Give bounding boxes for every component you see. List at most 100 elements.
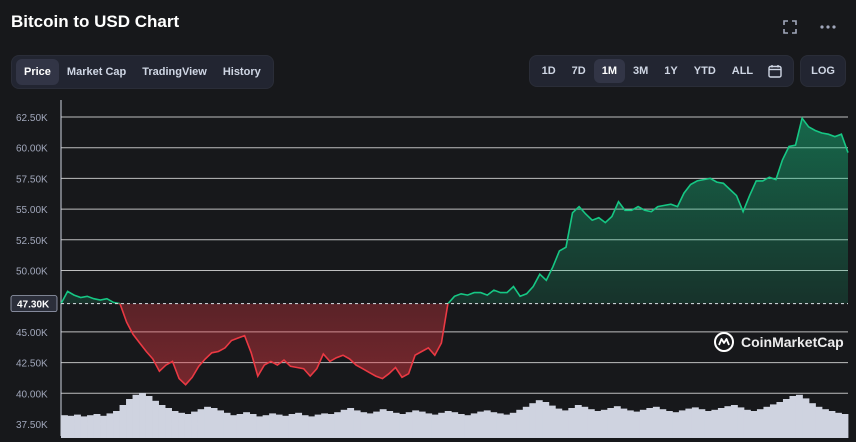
coinmarketcap-logo-icon (714, 332, 734, 352)
volume-bar (620, 408, 628, 438)
volume-bar (171, 411, 179, 438)
volume-bar (659, 409, 667, 438)
volume-bar (691, 407, 699, 438)
volume-bar (457, 414, 465, 438)
fullscreen-icon[interactable] (780, 18, 800, 36)
page-title: Bitcoin to USD Chart (11, 12, 180, 31)
volume-bar (366, 413, 374, 438)
y-tick-label: 37.50K (16, 420, 48, 431)
log-scale-button[interactable]: LOG (800, 55, 846, 87)
more-options-icon-glyph (820, 25, 836, 29)
volume-bar (204, 406, 211, 438)
volume-bar (100, 415, 107, 438)
calendar-icon[interactable] (761, 59, 789, 83)
area-down (61, 303, 448, 385)
volume-bar (373, 411, 381, 438)
volume-bar (711, 409, 719, 438)
volume-bar (126, 399, 133, 438)
range-1d[interactable]: 1D (541, 65, 556, 77)
tab-history[interactable]: History (222, 66, 261, 78)
volume-bar (535, 400, 543, 438)
volume-bar (815, 406, 823, 438)
y-tick-label: 52.50K (16, 236, 48, 247)
chart-actions (780, 18, 838, 36)
volume-bar (841, 414, 849, 438)
more-options-icon[interactable] (818, 18, 838, 36)
volume-bar (730, 405, 738, 438)
tab-price[interactable]: Price (16, 59, 59, 85)
volume-bar (301, 415, 309, 438)
volume-bar (633, 411, 641, 438)
volume-bar (386, 411, 394, 438)
tab-market-cap[interactable]: Market Cap (66, 66, 127, 78)
volume-bar (607, 408, 615, 438)
volume-bar (106, 413, 114, 438)
y-tick-label: 45.00K (16, 328, 48, 339)
volume-bar (483, 410, 491, 438)
range-1m[interactable]: 1M (593, 59, 626, 83)
volume-bar (210, 408, 218, 438)
volume-bar (685, 408, 693, 438)
y-axis-ticks: 62.50K 60.00K 57.50K 55.00K 52.50K 50.00K 45.0… (16, 113, 48, 431)
volume-bar (717, 408, 725, 438)
volume-bar (769, 404, 777, 438)
volume-bar (418, 411, 426, 438)
volume-bar (737, 407, 745, 438)
volume-bar (113, 411, 120, 438)
watermark-text: CoinMarketCap (741, 334, 844, 350)
range-7d[interactable]: 7D (571, 65, 586, 77)
y-tick-label: 42.50K (16, 359, 48, 370)
volume-bar (555, 408, 563, 438)
volume-bar (789, 396, 797, 438)
volume-bar (119, 405, 127, 438)
volume-bar (217, 410, 225, 438)
volume-bar (379, 409, 387, 438)
volume-bar (587, 409, 595, 438)
volume-bar (828, 411, 836, 438)
volume-bar (743, 409, 751, 438)
volume-bar (152, 400, 159, 438)
volume-bar (347, 408, 355, 438)
area-up (61, 118, 848, 304)
volume-bar (516, 409, 524, 438)
volume-bar (763, 406, 771, 438)
line-down (60, 303, 450, 386)
tab-tradingview[interactable]: TradingView (142, 66, 207, 78)
volume-bar (340, 409, 348, 438)
volume-bar (464, 415, 472, 438)
volume-bar (93, 414, 101, 438)
time-range-group: 1D 7D 1M 3M 1Y YTD ALL (528, 55, 795, 87)
y-tick-label: 62.50K (16, 113, 48, 124)
volume-bar (561, 410, 569, 438)
volume-bar (724, 406, 732, 438)
volume-bar (795, 394, 803, 438)
volume-bar (626, 410, 634, 438)
coinmarketcap-watermark: CoinMarketCap (713, 331, 844, 353)
volume-bar (821, 409, 829, 438)
volume-bar (80, 416, 88, 438)
volume-bar (678, 410, 686, 438)
volume-bar (600, 409, 608, 438)
volume-bar (230, 415, 238, 438)
price-area (61, 118, 848, 385)
range-all[interactable]: ALL (731, 65, 754, 77)
volume-bars (61, 393, 849, 438)
volume-bar (802, 398, 810, 438)
volume-bar (834, 412, 842, 438)
volume-bar (61, 415, 68, 438)
volume-bar (444, 411, 452, 438)
volume-bar (529, 403, 537, 438)
volume-bar (197, 409, 205, 438)
range-1y[interactable]: 1Y (664, 65, 678, 77)
volume-bar (321, 413, 329, 438)
volume-bar (184, 414, 192, 438)
range-3m[interactable]: 3M (633, 65, 649, 77)
volume-bar (67, 415, 75, 438)
volume-bar (145, 396, 153, 438)
volume-bar (431, 414, 439, 438)
volume-bar (665, 411, 673, 438)
volume-bar (646, 408, 654, 438)
range-ytd[interactable]: YTD (693, 65, 716, 77)
volume-bar (269, 413, 277, 438)
